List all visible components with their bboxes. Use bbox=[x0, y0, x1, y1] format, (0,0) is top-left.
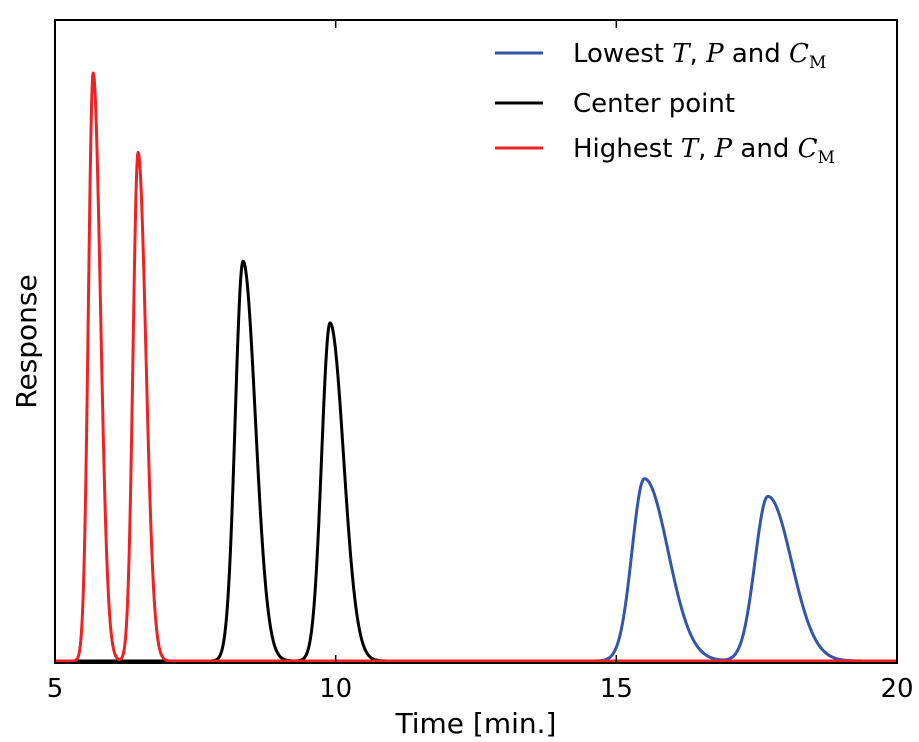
plot-frame bbox=[54, 19, 898, 664]
y-axis-label: Response bbox=[10, 274, 43, 408]
x-tick-label-2: 15 bbox=[600, 674, 633, 704]
legend-label-0: Lowest T, P and CM bbox=[573, 39, 826, 73]
x-tick-label-1: 10 bbox=[319, 674, 352, 704]
series-line-1 bbox=[54, 259, 898, 663]
tick-layer: 5 10 15 20 bbox=[47, 20, 914, 704]
legend: Lowest T, P and CM Center point Highest T,… bbox=[495, 39, 835, 168]
x-axis-label: Time [min.] bbox=[395, 707, 557, 740]
legend-label-1: Center point bbox=[573, 89, 735, 119]
x-tick-label-0: 5 bbox=[47, 674, 64, 704]
series-line-0 bbox=[54, 477, 898, 663]
legend-label-2: Highest T, P and CM bbox=[573, 134, 835, 168]
x-tick-label-3: 20 bbox=[880, 674, 913, 704]
series-line-2 bbox=[54, 71, 898, 663]
series-layer bbox=[54, 71, 898, 663]
